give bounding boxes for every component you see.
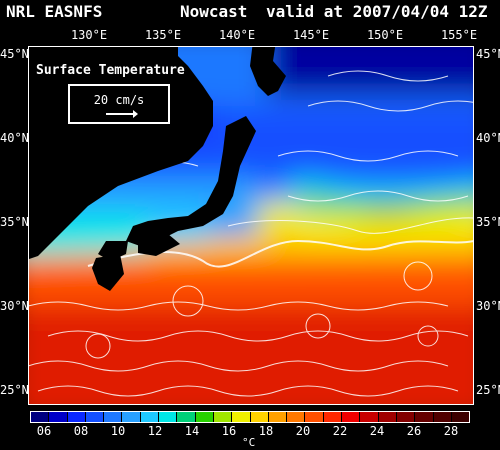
colorbar-swatch-11 bbox=[232, 412, 251, 422]
colorbar-swatch-19 bbox=[378, 412, 397, 422]
product-title: Nowcast bbox=[180, 2, 248, 21]
colorbar bbox=[30, 411, 470, 423]
scale-arrow-icon bbox=[106, 110, 138, 118]
colorbar-swatch-5 bbox=[122, 412, 141, 422]
colorbar-swatch-22 bbox=[433, 412, 452, 422]
lat-label-35-left: 35°N bbox=[0, 215, 29, 229]
colorbar-swatch-4 bbox=[104, 412, 123, 422]
colorbar-tick-24: 24 bbox=[369, 424, 385, 438]
lat-label-25-right: 25°N bbox=[476, 383, 500, 397]
lat-label-30-left: 30°N bbox=[0, 299, 29, 313]
colorbar-unit: °C bbox=[242, 436, 256, 449]
colorbar-tick-10: 10 bbox=[110, 424, 126, 438]
field-title: Surface Temperature bbox=[36, 63, 185, 78]
colorbar-swatch-9 bbox=[195, 412, 214, 422]
lon-label-145: 145°E bbox=[292, 28, 330, 42]
colorbar-swatch-23 bbox=[451, 412, 470, 422]
colorbar-swatch-0 bbox=[31, 412, 50, 422]
model-title: NRL EASNFS bbox=[6, 2, 103, 21]
lon-label-140: 140°E bbox=[218, 28, 256, 42]
colorbar-swatch-17 bbox=[342, 412, 361, 422]
colorbar-tick-12: 12 bbox=[147, 424, 163, 438]
lat-label-35-right: 35°N bbox=[476, 215, 500, 229]
colorbar-swatch-18 bbox=[360, 412, 379, 422]
colorbar-swatch-15 bbox=[305, 412, 324, 422]
colorbar-tick-28: 28 bbox=[443, 424, 459, 438]
vector-scale-label: 20 cm/s bbox=[93, 93, 145, 107]
colorbar-tick-20: 20 bbox=[295, 424, 311, 438]
vector-scale-legend: 20 cm/s bbox=[68, 84, 170, 124]
colorbar-swatch-16 bbox=[323, 412, 343, 422]
colorbar-swatch-8 bbox=[177, 412, 196, 422]
lat-label-40-left: 40°N bbox=[0, 131, 29, 145]
lat-label-45-right: 45°N bbox=[476, 47, 500, 61]
lat-label-25-left: 25°N bbox=[0, 383, 29, 397]
lon-label-135: 135°E bbox=[144, 28, 182, 42]
colorbar-swatch-21 bbox=[415, 412, 434, 422]
lon-label-155: 155°E bbox=[440, 28, 478, 42]
colorbar-swatch-20 bbox=[396, 412, 416, 422]
lon-label-150: 150°E bbox=[366, 28, 404, 42]
colorbar-swatch-2 bbox=[67, 412, 86, 422]
sst-map bbox=[28, 46, 474, 405]
colorbar-swatch-1 bbox=[49, 412, 68, 422]
colorbar-swatch-3 bbox=[85, 412, 105, 422]
colorbar-swatch-6 bbox=[140, 412, 160, 422]
lat-label-40-right: 40°N bbox=[476, 131, 500, 145]
lat-label-30-right: 30°N bbox=[476, 299, 500, 313]
colorbar-tick-26: 26 bbox=[406, 424, 422, 438]
colorbar-tick-22: 22 bbox=[332, 424, 348, 438]
lon-label-130: 130°E bbox=[70, 28, 108, 42]
colorbar-swatch-10 bbox=[213, 412, 233, 422]
colorbar-swatch-7 bbox=[159, 412, 178, 422]
colorbar-tick-18: 18 bbox=[258, 424, 274, 438]
colorbar-swatch-12 bbox=[250, 412, 269, 422]
colorbar-tick-08: 08 bbox=[73, 424, 89, 438]
colorbar-swatch-13 bbox=[268, 412, 288, 422]
colorbar-swatch-14 bbox=[287, 412, 306, 422]
valid-time: valid at 2007/04/04 12Z bbox=[266, 2, 488, 21]
colorbar-tick-14: 14 bbox=[184, 424, 200, 438]
colorbar-tick-16: 16 bbox=[221, 424, 237, 438]
colorbar-tick-06: 06 bbox=[36, 424, 52, 438]
lat-label-45-left: 45°N bbox=[0, 47, 29, 61]
